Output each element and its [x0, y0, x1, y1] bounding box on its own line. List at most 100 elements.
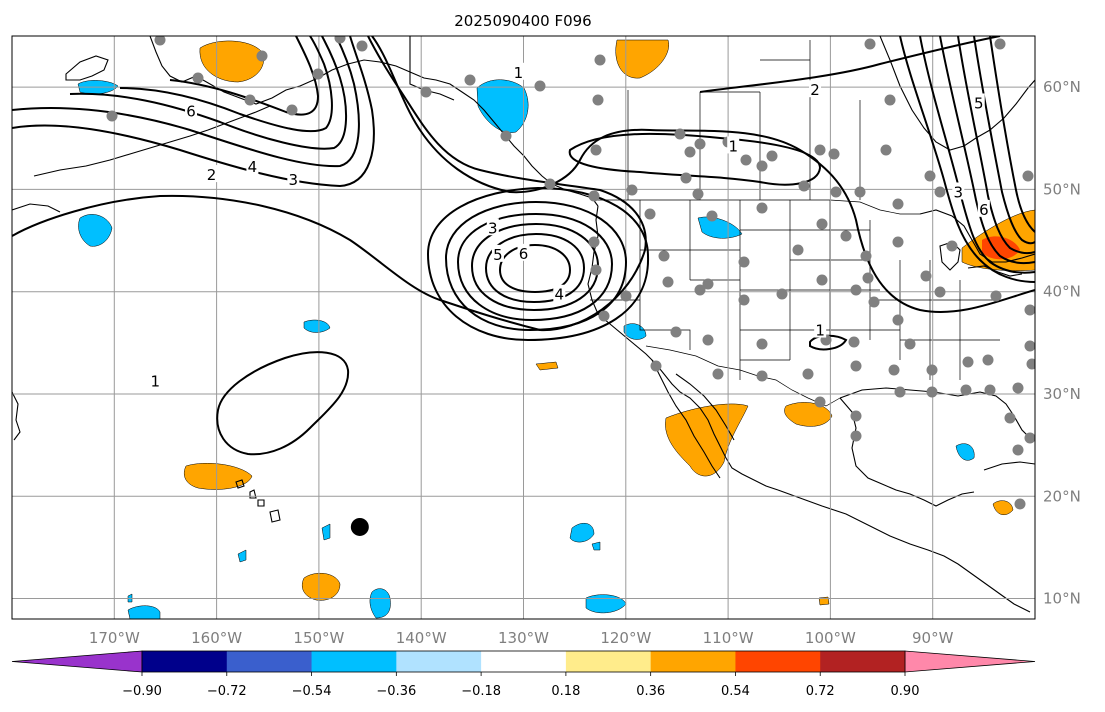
- coastline: [257, 499, 265, 507]
- contour-label: 4: [555, 286, 565, 304]
- contour-label-bg: [517, 243, 530, 261]
- colorbar-extend-high: [904, 650, 1036, 673]
- station-dot: [644, 208, 656, 220]
- contour-label-bg: [809, 80, 822, 98]
- colorbar-segment: [226, 651, 313, 672]
- station-dot: [850, 284, 862, 296]
- contour-line: [169, 36, 320, 116]
- contour-line: [568, 132, 822, 186]
- contour-line: [899, 36, 1035, 283]
- anomaly-shading: [77, 39, 1035, 619]
- colorbar-tick-label: 0.72: [806, 684, 835, 699]
- station-dot: [286, 104, 298, 116]
- colorbar-segment: [311, 651, 397, 672]
- station-dot: [924, 170, 936, 182]
- positive-anomaly-region: [982, 236, 1020, 260]
- station-dot: [892, 198, 904, 210]
- lat-tick-label: 60°N: [1043, 78, 1081, 96]
- colorbar-tick-label: −0.90: [122, 684, 162, 699]
- contour-line: [371, 36, 1035, 313]
- station-dot: [830, 186, 842, 198]
- station-dot: [154, 36, 166, 46]
- colorbar-segment: [396, 651, 482, 672]
- colorbar-segment: [820, 651, 906, 672]
- station-dot: [982, 354, 994, 366]
- colorbar-tick-label: 0.54: [721, 684, 750, 699]
- positive-anomaly-region: [665, 403, 749, 477]
- station-dot: [1004, 412, 1016, 424]
- station-dot: [356, 40, 368, 52]
- station-dot: [706, 210, 718, 222]
- lon-tick-label: 170°W: [89, 629, 140, 647]
- station-dot: [888, 364, 900, 376]
- station-dot: [674, 128, 686, 140]
- station-dot: [534, 80, 546, 92]
- contour-label-bg: [972, 93, 985, 111]
- contour-label-bg: [977, 199, 990, 217]
- station-dot: [1024, 304, 1035, 316]
- station-dot: [920, 270, 932, 282]
- contour-label: 4: [248, 158, 258, 176]
- contour-line: [12, 36, 647, 332]
- lat-tick-label: 30°N: [1043, 385, 1081, 403]
- positive-anomaly-region: [784, 402, 833, 427]
- contour-line: [989, 36, 1035, 233]
- contour-label: 2: [810, 81, 820, 99]
- station-dot: [1022, 170, 1034, 182]
- lon-tick-label: 150°W: [293, 629, 344, 647]
- lat-tick-label: 10°N: [1043, 590, 1081, 608]
- station-dot: [816, 274, 828, 286]
- colorbar: [11, 650, 1036, 673]
- station-dot: [798, 180, 810, 192]
- station-dot: [684, 146, 696, 158]
- station-dot: [312, 68, 324, 80]
- lon-tick-label: 110°W: [703, 629, 754, 647]
- station-dot: [702, 334, 714, 346]
- station-dot: [1012, 382, 1024, 394]
- contour-label-bg: [149, 371, 162, 389]
- station-dot: [712, 368, 724, 380]
- colorbar-ticks: −0.90 −0.72 −0.54 −0.36 −0.18 0.18 0.36 0.54 0.7…: [122, 672, 919, 699]
- latitude-ticks: 10°N 20°N 30°N 40°N 50°N 60°N: [1043, 78, 1081, 607]
- colorbar-tick-label: −0.18: [461, 684, 501, 699]
- coastline: [675, 373, 735, 441]
- station-dot: [828, 148, 840, 160]
- negative-anomaly-region: [237, 549, 247, 563]
- contour-line: [119, 36, 333, 133]
- contour-line: [444, 200, 628, 332]
- station-dot: [926, 386, 938, 398]
- colorbar-segment: [481, 651, 567, 672]
- station-dot: [934, 286, 946, 298]
- colorbar-segment: [650, 651, 736, 672]
- contour-line: [69, 36, 347, 150]
- coastline: [651, 359, 721, 479]
- contour-label-bg: [491, 244, 504, 262]
- station-dot: [740, 154, 752, 166]
- contour-label: 1: [728, 137, 738, 155]
- negative-anomaly-region: [321, 523, 331, 541]
- station-dot: [334, 36, 346, 44]
- station-dot: [766, 150, 778, 162]
- map-frame: [11, 35, 1036, 620]
- lon-tick-label: 120°W: [600, 629, 651, 647]
- lat-tick-label: 40°N: [1043, 283, 1081, 301]
- contour-line: [919, 36, 1035, 274]
- station-dot: [738, 256, 750, 268]
- coastline: [967, 265, 1023, 277]
- contour-line: [484, 232, 586, 304]
- contour-label-bg: [553, 284, 566, 302]
- station-dot: [598, 310, 610, 322]
- positive-anomaly-region: [199, 40, 264, 83]
- station-dot: [990, 290, 1002, 302]
- negative-anomaly-region: [623, 323, 647, 340]
- station-dot: [862, 272, 874, 284]
- colorbar-outline: [141, 650, 906, 673]
- station-dot: [500, 130, 512, 142]
- station-dot: [702, 278, 714, 290]
- station-dot: [658, 250, 670, 262]
- colorbar-tick-label: 0.90: [891, 684, 920, 699]
- lon-tick-label: 130°W: [498, 629, 549, 647]
- station-dot: [946, 240, 958, 252]
- station-dot: [662, 276, 674, 288]
- colorbar-segment: [142, 651, 228, 672]
